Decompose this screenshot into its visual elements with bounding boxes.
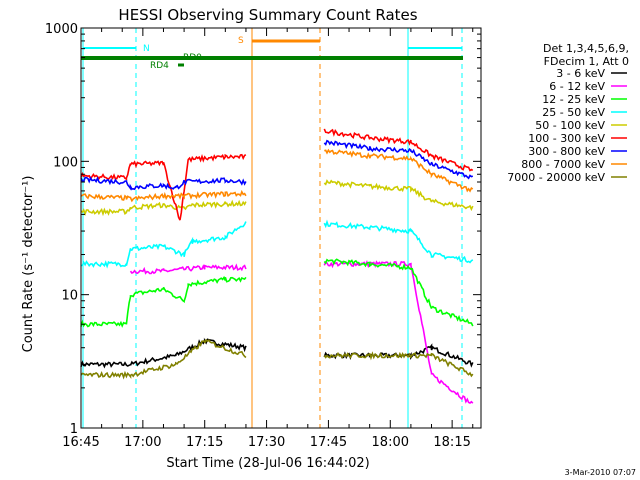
series-3 [80, 219, 474, 269]
series-line [80, 221, 247, 269]
footer-date: 3-Mar-2010 07:07 [565, 468, 636, 477]
x-tick-label: 18:15 [433, 435, 470, 450]
series-line [324, 148, 474, 193]
x-tick-label: 17:45 [310, 435, 347, 450]
annotation-label-s: S [238, 36, 244, 46]
x-tick-label: 17:15 [186, 435, 223, 450]
x-tick-label: 16:45 [62, 435, 99, 450]
series-line [323, 258, 474, 327]
series-line [80, 337, 247, 369]
series-line [323, 351, 474, 378]
annotation-label-rd4: RD4 [150, 61, 169, 71]
series-line [80, 338, 247, 380]
series-layer [80, 128, 474, 404]
x-tick-label: 17:00 [124, 435, 161, 450]
y-tick-label: 100 [53, 155, 78, 170]
series-line [323, 219, 474, 264]
y-axis-label: Count Rate (s⁻¹ detector⁻¹) [21, 176, 36, 353]
annotation-label-n: N [143, 44, 150, 54]
x-tick-label: 18:00 [372, 435, 409, 450]
axes [80, 27, 482, 429]
y-tick-label: 10 [61, 289, 78, 304]
legend-entry-label: 6 - 12 keV [549, 80, 605, 93]
series-5 [80, 128, 474, 221]
series-line [80, 176, 247, 191]
series-line [80, 275, 247, 328]
annotation-label-rd0: RD0 [183, 53, 202, 63]
legend-entry-label: 12 - 25 keV [542, 93, 605, 106]
x-tick-label: 17:30 [248, 435, 285, 450]
plot-area [81, 28, 481, 428]
series-line [323, 128, 474, 172]
series-line [80, 189, 247, 203]
series-line [323, 139, 474, 180]
legend-entry-label: 800 - 7000 keV [521, 158, 605, 171]
legend-entry-label: 100 - 300 keV [528, 132, 605, 145]
series-7 [80, 148, 474, 203]
series-line [129, 263, 247, 275]
y-tick-label: 1000 [45, 22, 78, 37]
plot-background [81, 28, 481, 428]
legend-entry-label: 50 - 100 keV [535, 119, 605, 132]
legend: Det 1,3,4,5,6,9,FDecim 1, Att 03 - 6 keV… [507, 42, 629, 184]
legend-entry-label: 7000 - 20000 keV [507, 171, 605, 184]
series-line [80, 199, 247, 217]
series-6 [80, 139, 474, 191]
series-8 [80, 338, 474, 380]
plot-frame [80, 27, 482, 429]
legend-entry-label: 300 - 800 keV [528, 145, 605, 158]
annotation-layer: N S RD0 RD4 [81, 36, 463, 71]
series-2 [80, 258, 474, 328]
series-line [323, 179, 474, 212]
legend-entry-label: 25 - 50 keV [542, 106, 605, 119]
mode-lines [82, 28, 463, 428]
tick-labels: 16:45 17:00 17:15 17:30 17:45 18:00 18:15 1 10 10… [45, 22, 471, 450]
chart-title: HESSI Observing Summary Count Rates [118, 6, 417, 24]
y-tick-label: 1 [70, 422, 78, 437]
legend-header: FDecim 1, Att 0 [544, 55, 629, 68]
series-4 [80, 179, 474, 217]
x-axis-label: Start Time (28-Jul-06 16:44:02) [166, 456, 369, 471]
legend-header: Det 1,3,4,5,6,9, [543, 42, 629, 55]
series-line [80, 153, 247, 221]
legend-entry-label: 3 - 6 keV [556, 67, 605, 80]
